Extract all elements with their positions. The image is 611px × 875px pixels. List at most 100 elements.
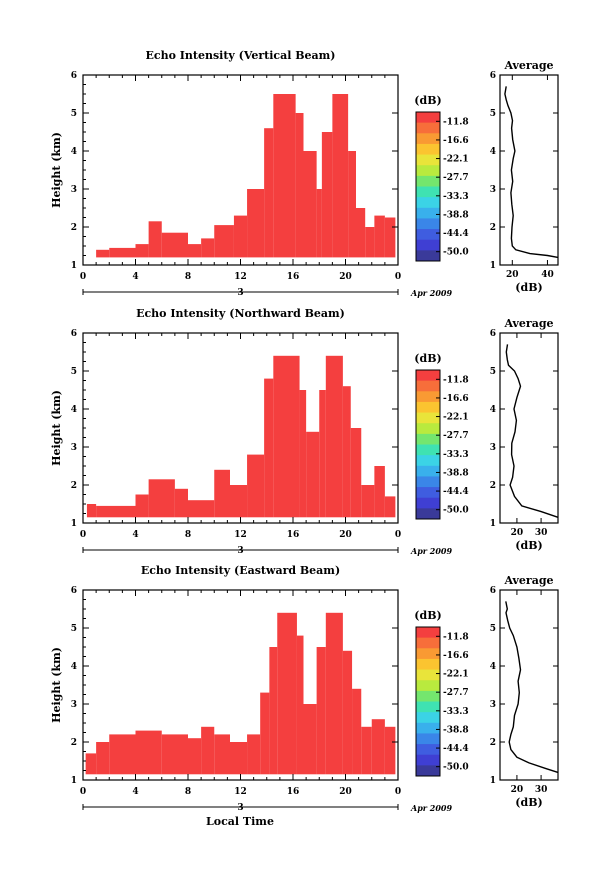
y-tick-label: 5 [71, 624, 77, 634]
colorbar-label: -44.4 [443, 744, 469, 754]
echo-field [96, 94, 396, 258]
x-tick-label: 12 [234, 787, 247, 797]
average-y-tick-label: 3 [490, 700, 496, 710]
echo-column [303, 151, 317, 258]
echo-column [247, 454, 265, 518]
y-tick-label: 4 [71, 405, 77, 415]
colorbar-swatch [416, 175, 440, 187]
colorbar-label: -38.8 [443, 210, 469, 220]
colorbar-label: -33.3 [443, 450, 469, 460]
x-tick-label: 0 [395, 787, 401, 797]
y-axis-label: Height (km) [50, 390, 63, 466]
echo-column [135, 494, 149, 518]
colorbar-unit: (dB) [414, 94, 441, 107]
colorbar-swatch [416, 207, 440, 219]
echo-column [214, 734, 230, 775]
x-tick-label: 20 [339, 530, 352, 540]
colorbar-swatch [416, 701, 440, 713]
average-x-tick-label: 30 [535, 785, 548, 795]
day-label: 3 [237, 803, 243, 813]
colorbar-swatch [416, 391, 440, 403]
colorbar-swatch [416, 680, 440, 692]
x-tick-label: 16 [287, 787, 300, 797]
colorbar-label: -11.8 [443, 632, 469, 642]
colorbar-label: -11.8 [443, 375, 469, 385]
echo-column [135, 730, 162, 775]
colorbar-swatch [416, 143, 440, 156]
colorbar-swatch [416, 508, 440, 520]
colorbar-label: -16.6 [443, 651, 469, 661]
echo-column [188, 244, 202, 258]
echo-column [85, 753, 97, 775]
colorbar-swatch [416, 154, 440, 166]
y-tick-label: 3 [71, 443, 77, 453]
colorbar-label: -50.0 [443, 506, 469, 516]
colorbar-swatch [416, 455, 440, 467]
colorbar-swatch [416, 380, 440, 392]
colorbar-swatch [416, 423, 440, 435]
x-tick-label: 0 [80, 272, 86, 282]
day-label: 3 [237, 546, 243, 556]
x-tick-label: 20 [339, 272, 352, 282]
echo-column [325, 612, 343, 775]
panel-2: Echo Intensity (Northward Beam)123456Hei… [50, 307, 559, 556]
colorbar-label: -44.4 [443, 487, 469, 497]
y-tick-label: 6 [71, 586, 77, 596]
average-x-tick-label: 30 [535, 528, 548, 538]
echo-column [342, 650, 353, 775]
colorbar-swatch [416, 465, 440, 477]
colorbar-swatch [416, 165, 440, 177]
x-tick-label: 0 [80, 787, 86, 797]
colorbar-swatch [416, 401, 440, 414]
panel-3: Echo Intensity (Eastward Beam)123456Heig… [50, 564, 559, 813]
echo-column [96, 742, 110, 775]
average-profile-line [505, 601, 559, 774]
x-tick-label: 0 [80, 530, 86, 540]
average-y-tick-label: 6 [490, 586, 496, 596]
average-x-tick-label: 20 [511, 785, 524, 795]
x-tick-label: 12 [234, 530, 247, 540]
echo-column [264, 378, 274, 518]
echo-column [277, 612, 297, 775]
echo-column [214, 469, 230, 518]
echo-column [361, 485, 375, 518]
echo-column [230, 742, 248, 775]
x-tick-label: 8 [185, 272, 191, 282]
average-x-label: (dB) [515, 539, 542, 552]
echo-column [109, 247, 136, 258]
echo-column [264, 128, 274, 258]
average-frame [499, 74, 559, 266]
echo-column [306, 431, 320, 518]
echo-field [85, 612, 396, 775]
x-tick-label: 16 [287, 530, 300, 540]
echo-column [161, 734, 188, 775]
average-x-tick-label: 20 [511, 528, 524, 538]
average-y-tick-label: 1 [490, 776, 496, 786]
colorbar-swatch [416, 658, 440, 671]
x-tick-label: 4 [132, 787, 138, 797]
y-tick-label: 1 [71, 776, 77, 786]
average-y-tick-label: 2 [490, 738, 496, 748]
colorbar-unit: (dB) [414, 352, 441, 365]
colorbar-swatch [416, 250, 440, 262]
echo-column [135, 244, 149, 258]
colorbar-label: -22.1 [443, 155, 469, 165]
average-y-tick-label: 4 [490, 405, 496, 415]
average-y-tick-label: 6 [490, 329, 496, 339]
colorbar-label: -16.6 [443, 394, 469, 404]
echo-column [384, 726, 396, 775]
echo-column [316, 189, 322, 258]
average-frame [499, 332, 559, 524]
colorbar-swatch [416, 754, 440, 766]
y-tick-label: 4 [71, 662, 77, 672]
echo-column [342, 386, 351, 518]
echo-column [296, 635, 304, 775]
echo-column [201, 726, 215, 775]
y-tick-label: 2 [71, 223, 77, 233]
echo-column [356, 208, 366, 258]
colorbar-label: -33.3 [443, 707, 469, 717]
colorbar-swatch [416, 112, 440, 124]
average-x-label: (dB) [515, 796, 542, 809]
colorbar-swatch [416, 648, 440, 660]
